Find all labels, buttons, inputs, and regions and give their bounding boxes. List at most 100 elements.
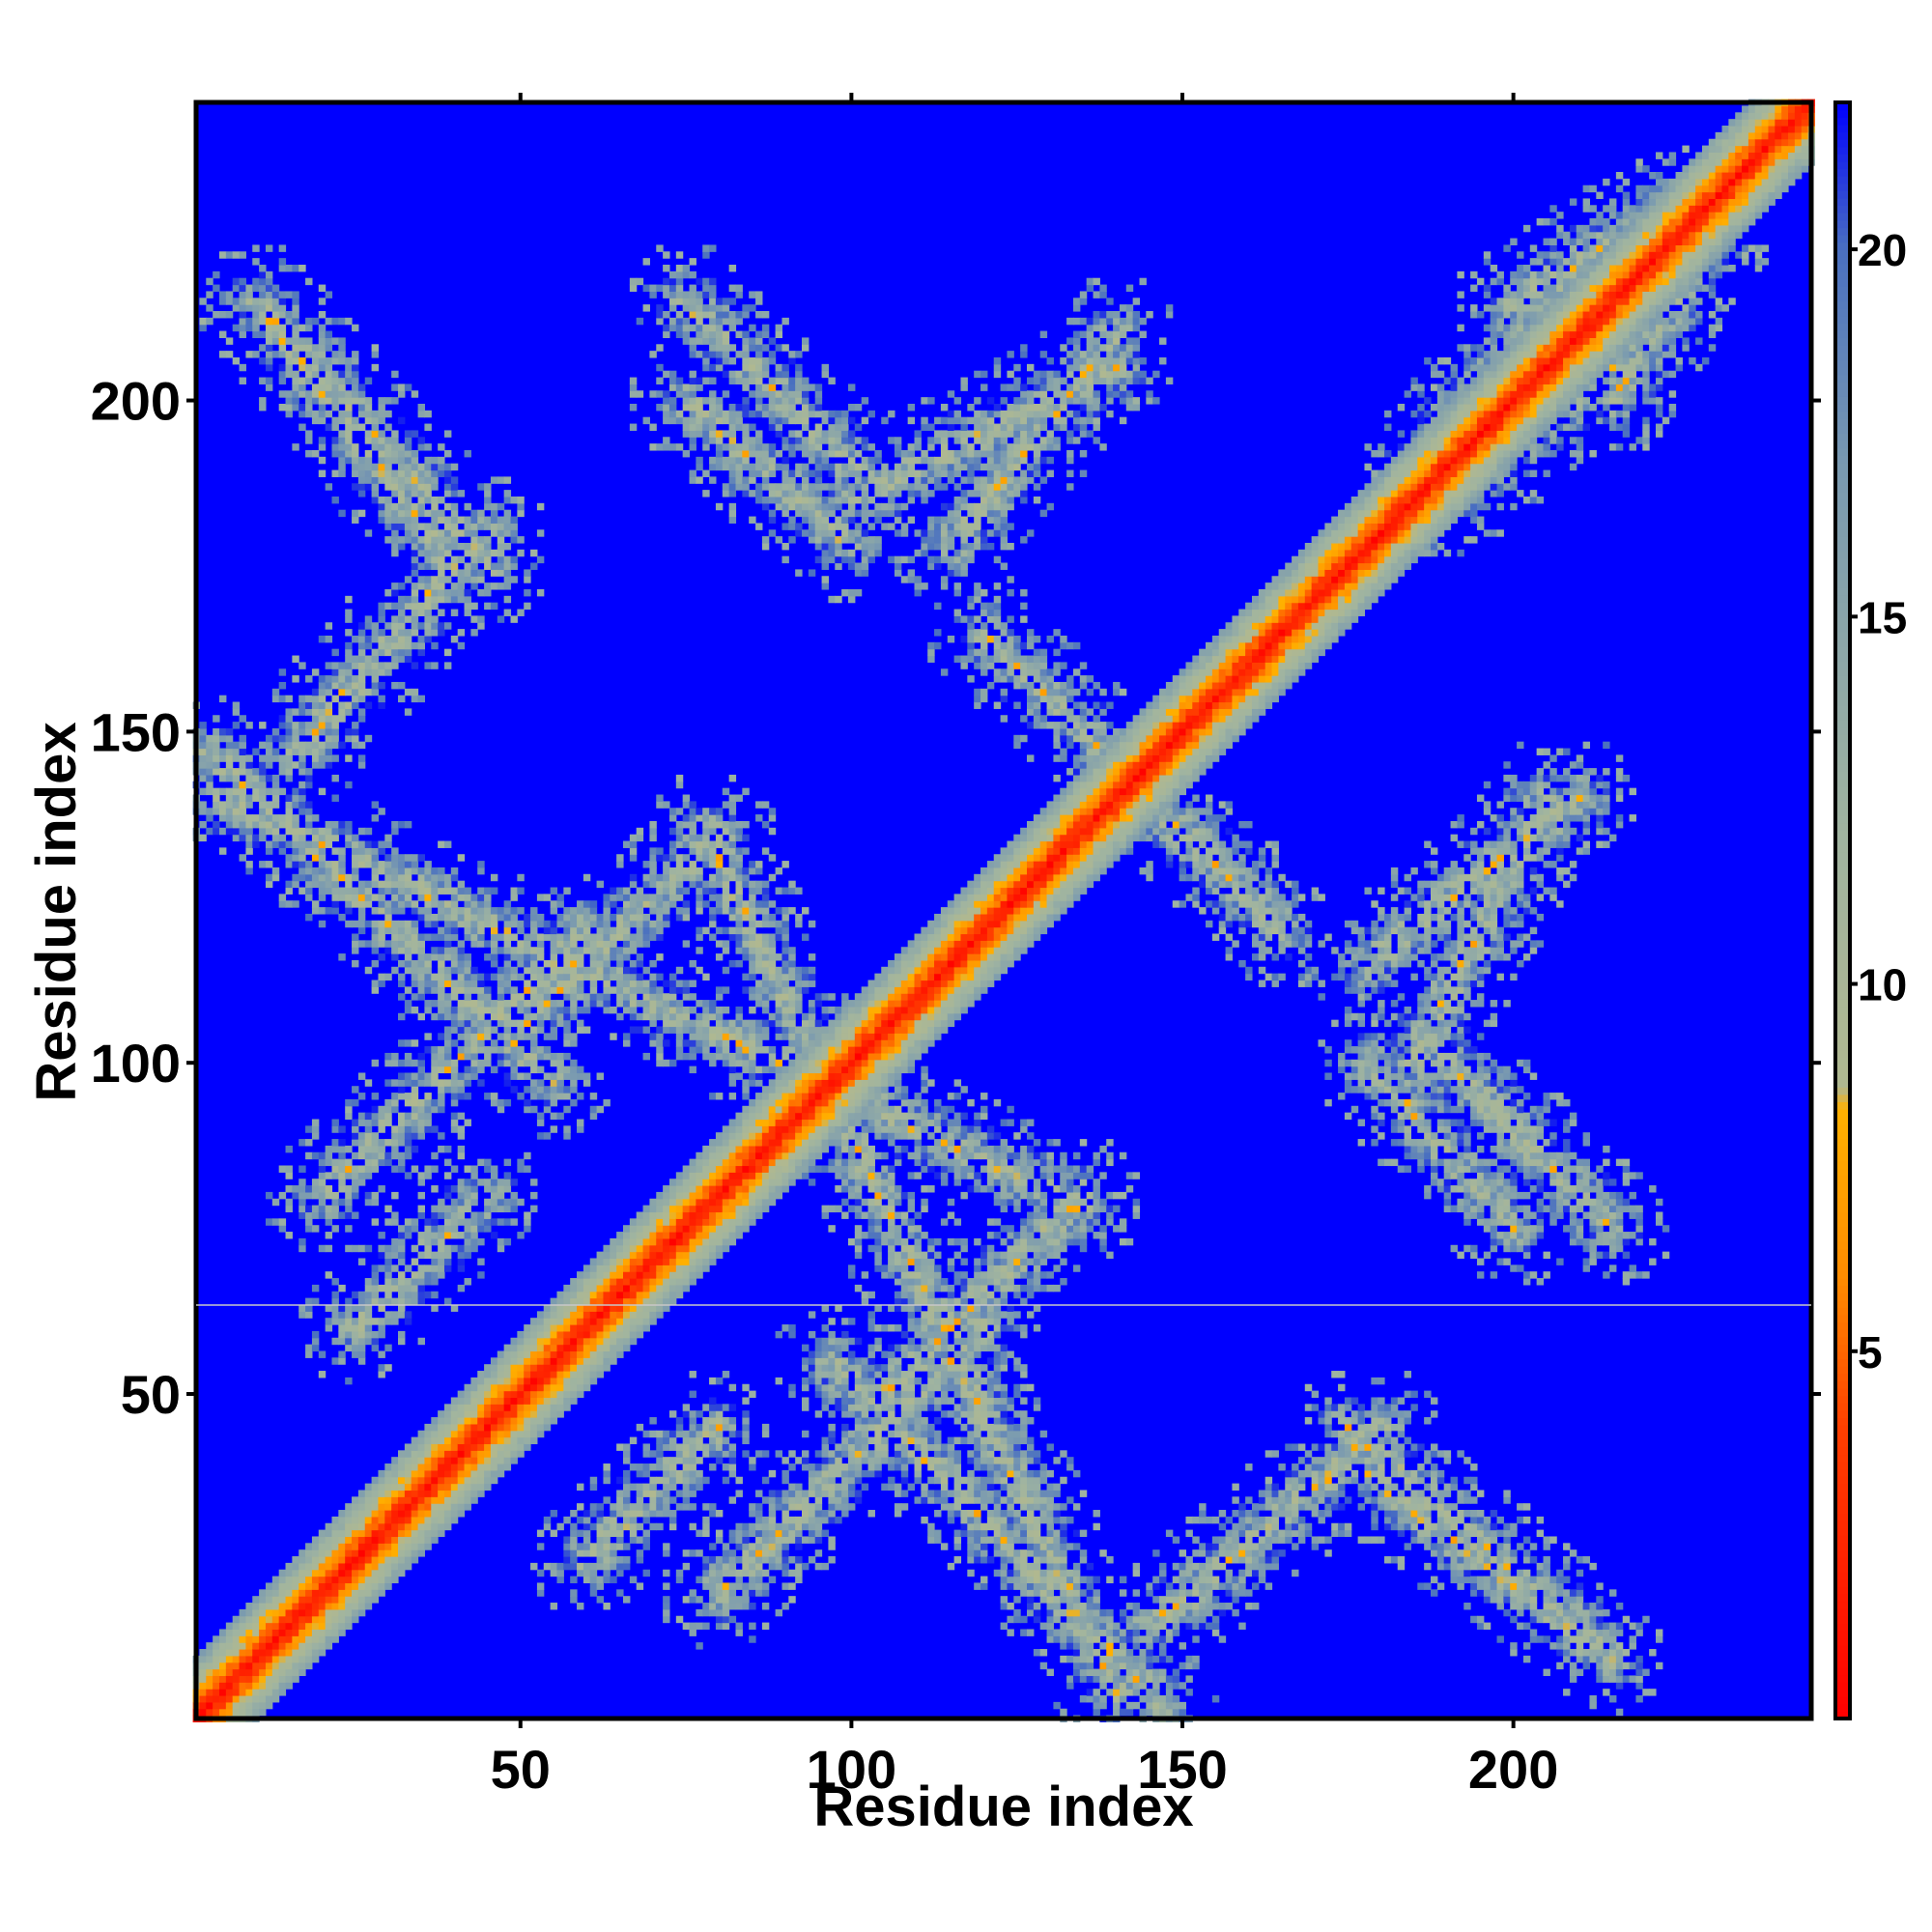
- heatmap-cell: [689, 344, 696, 352]
- heatmap-cell: [510, 562, 518, 570]
- heatmap-cell: [318, 847, 327, 855]
- heatmap-cell: [503, 1000, 512, 1008]
- heatmap-cell: [199, 801, 207, 809]
- heatmap-cell: [464, 953, 471, 961]
- heatmap-cell: [457, 1079, 466, 1087]
- heatmap-cell: [610, 1516, 617, 1524]
- heatmap-cell: [503, 1383, 512, 1392]
- heatmap-cell: [450, 1093, 459, 1100]
- heatmap-cell: [398, 1549, 406, 1557]
- heatmap-cell: [345, 1165, 353, 1173]
- heatmap-cell: [371, 1291, 380, 1299]
- heatmap-cell: [417, 940, 425, 948]
- heatmap-cell: [391, 443, 399, 451]
- heatmap-cell: [364, 449, 373, 458]
- heatmap-cell: [404, 1543, 412, 1550]
- heatmap-cell: [318, 324, 327, 332]
- heatmap-cell: [649, 1476, 657, 1485]
- heatmap-cell: [345, 1582, 353, 1590]
- heatmap-cell: [378, 1364, 385, 1372]
- heatmap-cell: [524, 1012, 531, 1021]
- heatmap-cell: [371, 933, 380, 941]
- heatmap-cell: [292, 675, 299, 683]
- heatmap-cell: [352, 727, 359, 736]
- heatmap-cell: [556, 1522, 564, 1531]
- heatmap-cell: [450, 1423, 459, 1432]
- heatmap-cell: [663, 867, 670, 875]
- heatmap-cell: [530, 926, 538, 935]
- heatmap-cell: [510, 1443, 518, 1451]
- heatmap-cell: [391, 1264, 399, 1272]
- heatmap-cell: [490, 1443, 498, 1451]
- heatmap-cell: [285, 351, 293, 358]
- heatmap-cell: [702, 423, 710, 431]
- heatmap-cell: [371, 1191, 380, 1200]
- heatmap-cell: [331, 1119, 339, 1126]
- heatmap-cell: [556, 1344, 564, 1352]
- heatmap-cell: [417, 1191, 425, 1200]
- heatmap-cell: [404, 536, 412, 544]
- heatmap-cell: [570, 1397, 578, 1405]
- heatmap-cell: [702, 1198, 710, 1207]
- heatmap-cell: [668, 370, 677, 379]
- heatmap-cell: [596, 1522, 605, 1531]
- heatmap-cell: [470, 1410, 478, 1418]
- heatmap-cell: [503, 1172, 512, 1179]
- heatmap-cell: [259, 781, 267, 789]
- heatmap-cell: [417, 648, 425, 657]
- heatmap-cell: [689, 298, 696, 305]
- heatmap-cell: [417, 913, 425, 922]
- heatmap-cell: [325, 1205, 333, 1213]
- heatmap-cell: [503, 1026, 512, 1034]
- heatmap-cell: [417, 695, 425, 703]
- heatmap-cell: [371, 662, 380, 669]
- heatmap-cell: [411, 1098, 419, 1107]
- heatmap-cell: [311, 1649, 320, 1657]
- heatmap-cell: [464, 1019, 471, 1028]
- heatmap-cell: [623, 1457, 631, 1464]
- heatmap-cell: [338, 463, 346, 471]
- heatmap-cell: [199, 1689, 207, 1696]
- heatmap-cell: [477, 1046, 485, 1054]
- heatmap-cell: [259, 1689, 267, 1696]
- heatmap-cell: [464, 609, 471, 616]
- heatmap-cell: [582, 1344, 591, 1352]
- heatmap-cell: [357, 854, 366, 862]
- heatmap-cell: [311, 840, 320, 848]
- heatmap-cell: [398, 894, 406, 901]
- heatmap-cell: [311, 1330, 320, 1339]
- heatmap-cell: [450, 1006, 459, 1014]
- heatmap-cell: [371, 469, 380, 477]
- heatmap-cell: [371, 1589, 380, 1597]
- heatmap-cell: [411, 1079, 419, 1087]
- heatmap-cell: [550, 1410, 558, 1418]
- heatmap-cell: [582, 1026, 591, 1034]
- heatmap-cell: [345, 1198, 353, 1207]
- heatmap-cell: [623, 1503, 631, 1511]
- heatmap-cell: [603, 1304, 611, 1312]
- heatmap-cell: [371, 476, 380, 484]
- heatmap-cell: [517, 993, 525, 1001]
- heatmap-cell: [623, 1516, 631, 1524]
- heatmap-cell: [563, 1543, 571, 1550]
- heatmap-cell: [464, 1065, 471, 1074]
- heatmap-cell: [259, 1596, 267, 1604]
- heatmap-cell: [689, 1165, 696, 1173]
- heatmap-cell: [259, 1615, 267, 1624]
- heatmap-cell: [675, 330, 684, 338]
- heatmap-cell: [530, 1105, 538, 1114]
- heatmap-cell: [352, 1119, 359, 1126]
- heatmap-cell: [411, 1529, 419, 1538]
- heatmap-cell: [603, 926, 611, 935]
- heatmap-cell: [582, 1371, 591, 1378]
- heatmap-cell: [371, 920, 380, 928]
- heatmap-cell: [292, 317, 299, 326]
- heatmap-cell: [689, 324, 696, 332]
- heatmap-cell: [411, 1072, 419, 1080]
- heatmap-cell: [663, 1469, 670, 1478]
- heatmap-cell: [563, 1105, 571, 1114]
- heatmap-cell: [682, 867, 691, 875]
- heatmap-cell: [371, 861, 380, 868]
- heatmap-cell: [696, 324, 703, 332]
- heatmap-cell: [457, 1125, 466, 1133]
